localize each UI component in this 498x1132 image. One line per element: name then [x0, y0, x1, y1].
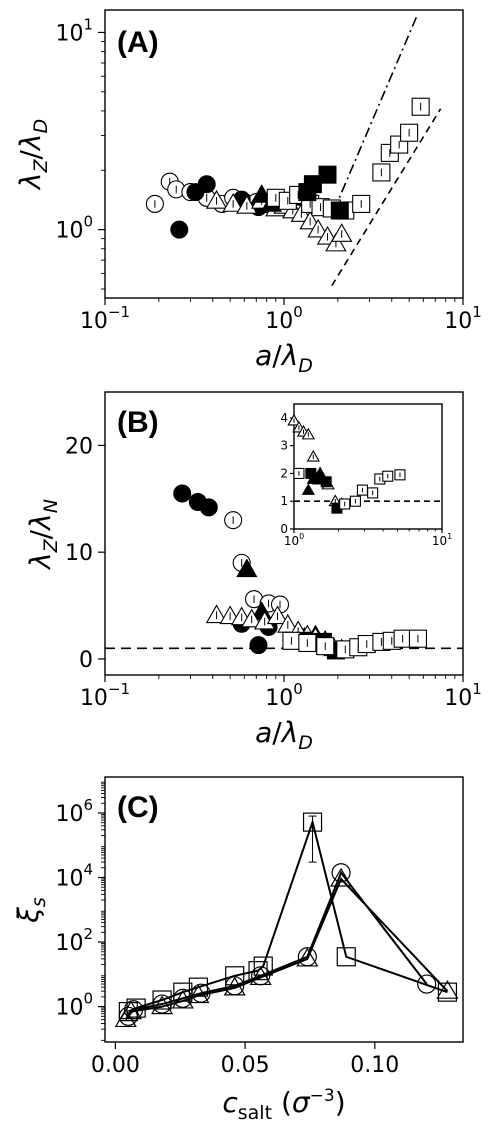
square-point	[336, 947, 356, 967]
square-point	[302, 812, 323, 832]
panel-c: 0.00 0.05 0.10 100 102 104 106 (C)	[55, 776, 464, 1078]
circle-series-line	[127, 870, 428, 1017]
panel-a-data-points	[145, 97, 430, 252]
panel-c-ticks: 0.00 0.05 0.10 100 102 104 106	[55, 781, 399, 1078]
triangle-point	[119, 1000, 142, 1020]
inset-y-tick-label: 4	[280, 411, 288, 425]
triangle-filled-point	[301, 483, 315, 495]
square-filled-point	[305, 467, 317, 479]
panel-c-plot-frame	[104, 776, 464, 1043]
panel-a-guide-lines	[331, 16, 442, 287]
panel-c-x-axis-label: csalt (σ−3)	[222, 1086, 345, 1124]
x-tick-label: 0.10	[350, 1053, 399, 1078]
square-filled-point	[318, 165, 337, 184]
square-filled-point	[330, 201, 349, 220]
inset-x-tick-label: 101	[432, 532, 452, 548]
circle-filled-point	[170, 220, 189, 239]
inset-background	[294, 404, 442, 529]
x-tick-label: 100	[265, 680, 303, 711]
inset-y-tick-label: 0	[280, 522, 288, 536]
x-tick-label: 10−1	[80, 680, 130, 711]
x-tick-label: 0.00	[91, 1053, 140, 1078]
square-point	[248, 961, 268, 981]
square-point	[437, 982, 458, 1002]
triangle-point	[436, 980, 459, 999]
inset-y-tick-label: 1	[280, 494, 288, 508]
square-point	[152, 990, 172, 1010]
square-point	[225, 966, 245, 986]
x-tick-label: 100	[265, 303, 303, 334]
square-filled-point	[320, 476, 332, 488]
triangle-point	[296, 947, 319, 967]
x-tick-label: 101	[444, 303, 482, 334]
circle-filled-point	[173, 484, 192, 503]
y-tick-label: 101	[55, 15, 93, 46]
panel-a-ticks: 10−1 100 101 100 101	[55, 15, 481, 334]
panel-a: 10−1 100 101 100 101 (A)	[55, 9, 482, 334]
y-tick-label: 102	[55, 925, 93, 956]
circle-point	[417, 974, 437, 994]
triangle-point	[249, 966, 272, 986]
triangle-point	[223, 976, 246, 996]
panel-b-x-axis-label: a/λD	[255, 716, 313, 754]
triangle-filled-point	[236, 558, 258, 578]
panel-b-y-axis-label: λZ/λN	[24, 499, 62, 571]
triangle-point	[330, 867, 353, 887]
y-tick-label: 100	[55, 990, 93, 1021]
x-tick-label: 10−1	[80, 303, 130, 334]
inset-plot-frame	[293, 403, 443, 530]
panel-c-y-axis-label: ξs	[12, 897, 50, 924]
circle-filled-point	[197, 175, 216, 194]
panel-a-plot-frame	[104, 9, 464, 299]
triangle-point	[151, 995, 174, 1015]
dash-dot-guide-line	[333, 16, 418, 211]
triangle-point	[187, 984, 210, 1004]
circle-filled-point	[199, 498, 218, 517]
square-point	[253, 956, 273, 976]
panel-c-data-points	[114, 812, 459, 1028]
x-tick-label: 101	[444, 680, 482, 711]
y-tick-label: 20	[65, 434, 93, 459]
y-tick-label: 106	[55, 796, 93, 827]
triangle-point	[171, 989, 194, 1009]
y-tick-label: 104	[55, 861, 93, 892]
circle-point	[118, 1006, 138, 1026]
panel-a-label: (A)	[117, 26, 159, 59]
triangle-filled-point	[250, 184, 273, 203]
panel-c-label: (C)	[117, 791, 159, 824]
panel-b-data-points	[173, 484, 427, 660]
dashed-guide-line	[331, 108, 442, 287]
y-tick-label: 0	[79, 648, 93, 673]
circle-point	[331, 863, 351, 883]
y-tick-label: 10	[65, 541, 93, 566]
inset-y-tick-label: 2	[280, 466, 288, 480]
circle-filled-point	[249, 636, 268, 655]
inset-y-tick-label: 3	[280, 439, 288, 453]
panel-a-x-axis-label: a/λD	[255, 339, 313, 377]
triangle-series-line	[124, 877, 449, 1020]
panel-a-y-axis-label: λZ/λD	[14, 119, 52, 191]
inset-x-tick-label: 100	[284, 532, 304, 548]
x-tick-label: 0.05	[221, 1053, 270, 1078]
y-tick-label: 100	[55, 213, 93, 244]
panel-b-label: (B)	[117, 406, 159, 439]
inset-data-points	[287, 413, 406, 514]
square-filled-point	[303, 175, 322, 194]
